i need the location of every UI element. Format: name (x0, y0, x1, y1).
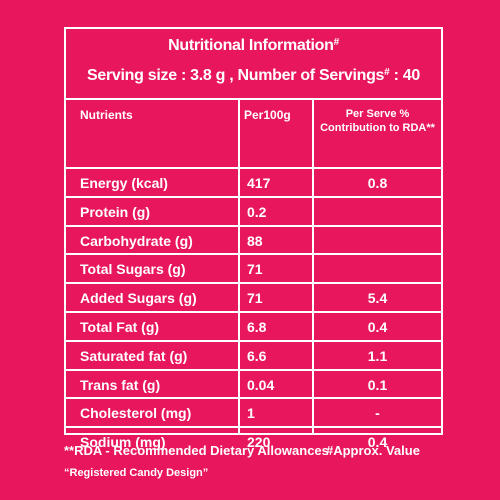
row-divider (66, 282, 441, 285)
header-nutrients: Nutrients (80, 108, 133, 122)
nutrient-per100g: 0.04 (247, 376, 275, 393)
row-divider (66, 195, 441, 198)
nutrient-rda: - (375, 405, 380, 422)
table-title-block: Nutritional Information# Serving size : … (66, 29, 441, 100)
row-divider (66, 368, 441, 371)
footnote-approx: #Approx. Value (326, 443, 420, 458)
nutrient-name: Sodium (mg) (80, 434, 166, 451)
nutrient-per100g: 71 (247, 290, 263, 307)
header-per100g: Per100g (244, 108, 291, 122)
nutrient-name: Added Sugars (g) (80, 290, 197, 307)
footnote-rda: **RDA - Recommended Dietary Allowances (64, 443, 329, 458)
serving-text: Serving size : 3.8 g , Number of Serving… (87, 67, 385, 84)
row-divider (66, 397, 441, 400)
nutrient-name: Carbohydrate (g) (80, 232, 193, 249)
nutrition-table: Nutritional Information# Serving size : … (64, 27, 443, 450)
nutrient-name: Total Fat (g) (80, 319, 160, 335)
nutrient-rda: 0.8 (367, 175, 388, 191)
row-divider (66, 224, 441, 227)
nutrient-per100g: 71 (247, 261, 263, 278)
nutrient-rda: 0.1 (367, 376, 388, 393)
nutrient-rda: 0.4 (367, 434, 388, 451)
nutrient-name: Saturated fat (g) (80, 347, 188, 364)
nutrient-name: Energy (kcal) (80, 175, 168, 191)
nutrient-rda: 1.1 (367, 347, 388, 364)
nutrient-per100g: 220 (247, 434, 271, 451)
header-rda-line1: Per Serve % (345, 108, 410, 120)
nutrient-rda: 0.4 (367, 319, 388, 335)
title-text: Nutritional Information (168, 37, 334, 54)
row-divider (66, 426, 441, 429)
nutrient-name: Protein (g) (80, 203, 150, 220)
nutrient-name: Trans fat (g) (80, 376, 161, 393)
nutrient-per100g: 6.6 (247, 347, 267, 364)
nutrient-per100g: 417 (247, 175, 271, 191)
footnote-registered: “Registered Candy Design” (64, 467, 209, 479)
row-divider (66, 311, 441, 313)
row-divider (66, 167, 441, 169)
title-mark: # (333, 37, 340, 48)
column-divider (312, 100, 314, 433)
column-divider (238, 100, 240, 433)
nutrient-per100g: 0.2 (247, 203, 267, 220)
nutrient-per100g: 1 (247, 405, 255, 422)
table-title: Nutritional Information# (66, 37, 441, 55)
serving-info: Serving size : 3.8 g , Number of Serving… (66, 67, 441, 85)
header-rda-line2: Contribution to RDA** (320, 122, 435, 134)
row-divider (66, 339, 441, 342)
nutrient-name: Cholesterol (mg) (80, 405, 192, 422)
nutrient-per100g: 88 (247, 232, 263, 249)
header-rda: Per Serve % Contribution to RDA** (314, 107, 441, 135)
nutrient-per100g: 6.8 (247, 319, 267, 335)
serving-mark: # (384, 67, 390, 78)
serving-count: : 40 (393, 67, 421, 84)
nutrient-name: Total Sugars (g) (80, 261, 186, 278)
row-divider (66, 253, 441, 256)
nutrient-rda: 5.4 (367, 290, 388, 307)
